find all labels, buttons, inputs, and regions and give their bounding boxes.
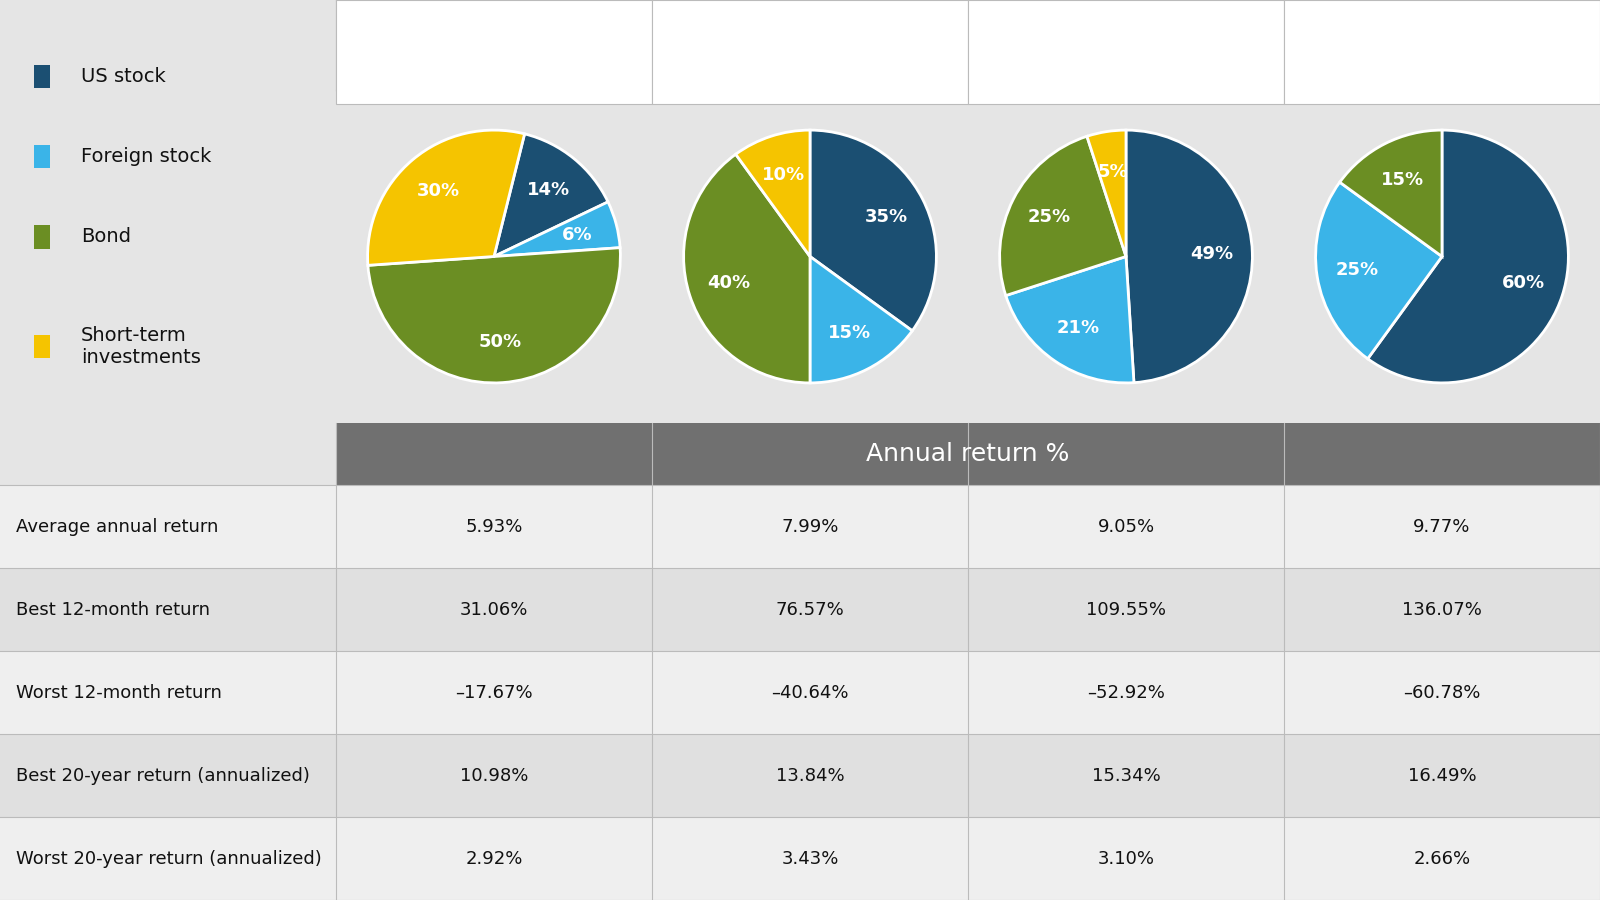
Text: –60.78%: –60.78% (1403, 683, 1480, 701)
Text: 25%: 25% (1027, 209, 1070, 227)
Wedge shape (1339, 130, 1442, 256)
Wedge shape (736, 130, 810, 256)
Wedge shape (1086, 130, 1126, 256)
Wedge shape (1006, 256, 1134, 382)
Text: 31.06%: 31.06% (459, 600, 528, 618)
Text: 35%: 35% (866, 209, 909, 227)
Text: 76.57%: 76.57% (776, 600, 845, 618)
Wedge shape (494, 134, 608, 256)
Bar (0, 485, 1600, 568)
Text: 2.66%: 2.66% (1413, 850, 1470, 868)
Text: 21%: 21% (1056, 319, 1099, 337)
Text: Balanced: Balanced (742, 32, 878, 58)
Text: Conservative: Conservative (397, 32, 592, 58)
Bar (0, 734, 1600, 817)
Wedge shape (494, 202, 621, 256)
Bar (34, 335, 50, 358)
Wedge shape (683, 154, 810, 382)
Wedge shape (1126, 130, 1253, 382)
Text: 6%: 6% (562, 226, 592, 244)
Text: 10%: 10% (762, 166, 805, 184)
Text: 16.49%: 16.49% (1408, 767, 1477, 785)
Text: 10.98%: 10.98% (459, 767, 528, 785)
Text: 9.77%: 9.77% (1413, 518, 1470, 536)
Bar (0, 651, 1600, 734)
Text: Average annual return: Average annual return (16, 518, 218, 536)
Text: 49%: 49% (1190, 245, 1234, 263)
Text: 13.84%: 13.84% (776, 767, 845, 785)
Wedge shape (368, 130, 525, 266)
Text: 9.05%: 9.05% (1098, 518, 1155, 536)
Wedge shape (1000, 136, 1126, 295)
Text: US stock: US stock (80, 67, 165, 86)
Text: 15.34%: 15.34% (1091, 767, 1160, 785)
Text: Worst 20-year return (annualized): Worst 20-year return (annualized) (16, 850, 322, 868)
Text: –17.67%: –17.67% (454, 683, 533, 701)
Text: 136.07%: 136.07% (1402, 600, 1482, 618)
Text: 40%: 40% (707, 274, 750, 292)
Wedge shape (1315, 182, 1442, 359)
Text: 109.55%: 109.55% (1086, 600, 1166, 618)
Text: 60%: 60% (1502, 274, 1546, 292)
Text: 2.92%: 2.92% (466, 850, 523, 868)
Text: 14%: 14% (526, 181, 570, 199)
Text: 5.93%: 5.93% (466, 518, 523, 536)
Text: Worst 12-month return: Worst 12-month return (16, 683, 222, 701)
Text: 25%: 25% (1336, 261, 1379, 279)
Wedge shape (810, 130, 936, 331)
Text: 7.99%: 7.99% (781, 518, 838, 536)
Wedge shape (368, 248, 621, 382)
Text: Foreign stock: Foreign stock (80, 147, 211, 166)
Text: –40.64%: –40.64% (771, 683, 848, 701)
Text: 30%: 30% (418, 182, 461, 200)
Wedge shape (1368, 130, 1568, 382)
Bar (34, 145, 50, 168)
Bar (336, 423, 1600, 485)
Wedge shape (810, 256, 912, 382)
Text: 5%: 5% (1098, 163, 1128, 181)
Text: –52.92%: –52.92% (1086, 683, 1165, 701)
Text: 15%: 15% (827, 324, 870, 342)
Text: Bond: Bond (80, 228, 131, 247)
Bar (0, 568, 1600, 651)
Text: 3.43%: 3.43% (781, 850, 838, 868)
Bar (34, 65, 50, 88)
Bar (0, 817, 1600, 900)
Text: Short-term
investments: Short-term investments (80, 327, 200, 367)
Bar (34, 225, 50, 248)
Text: 15%: 15% (1381, 171, 1424, 189)
Text: Growth: Growth (1072, 32, 1181, 58)
Text: Annual return %: Annual return % (866, 442, 1070, 466)
Text: 3.10%: 3.10% (1098, 850, 1155, 868)
Text: Aggressive
growth: Aggressive growth (1360, 17, 1525, 73)
Text: 50%: 50% (478, 333, 522, 351)
Text: Best 20-year return (annualized): Best 20-year return (annualized) (16, 767, 310, 785)
Text: Best 12-month return: Best 12-month return (16, 600, 210, 618)
